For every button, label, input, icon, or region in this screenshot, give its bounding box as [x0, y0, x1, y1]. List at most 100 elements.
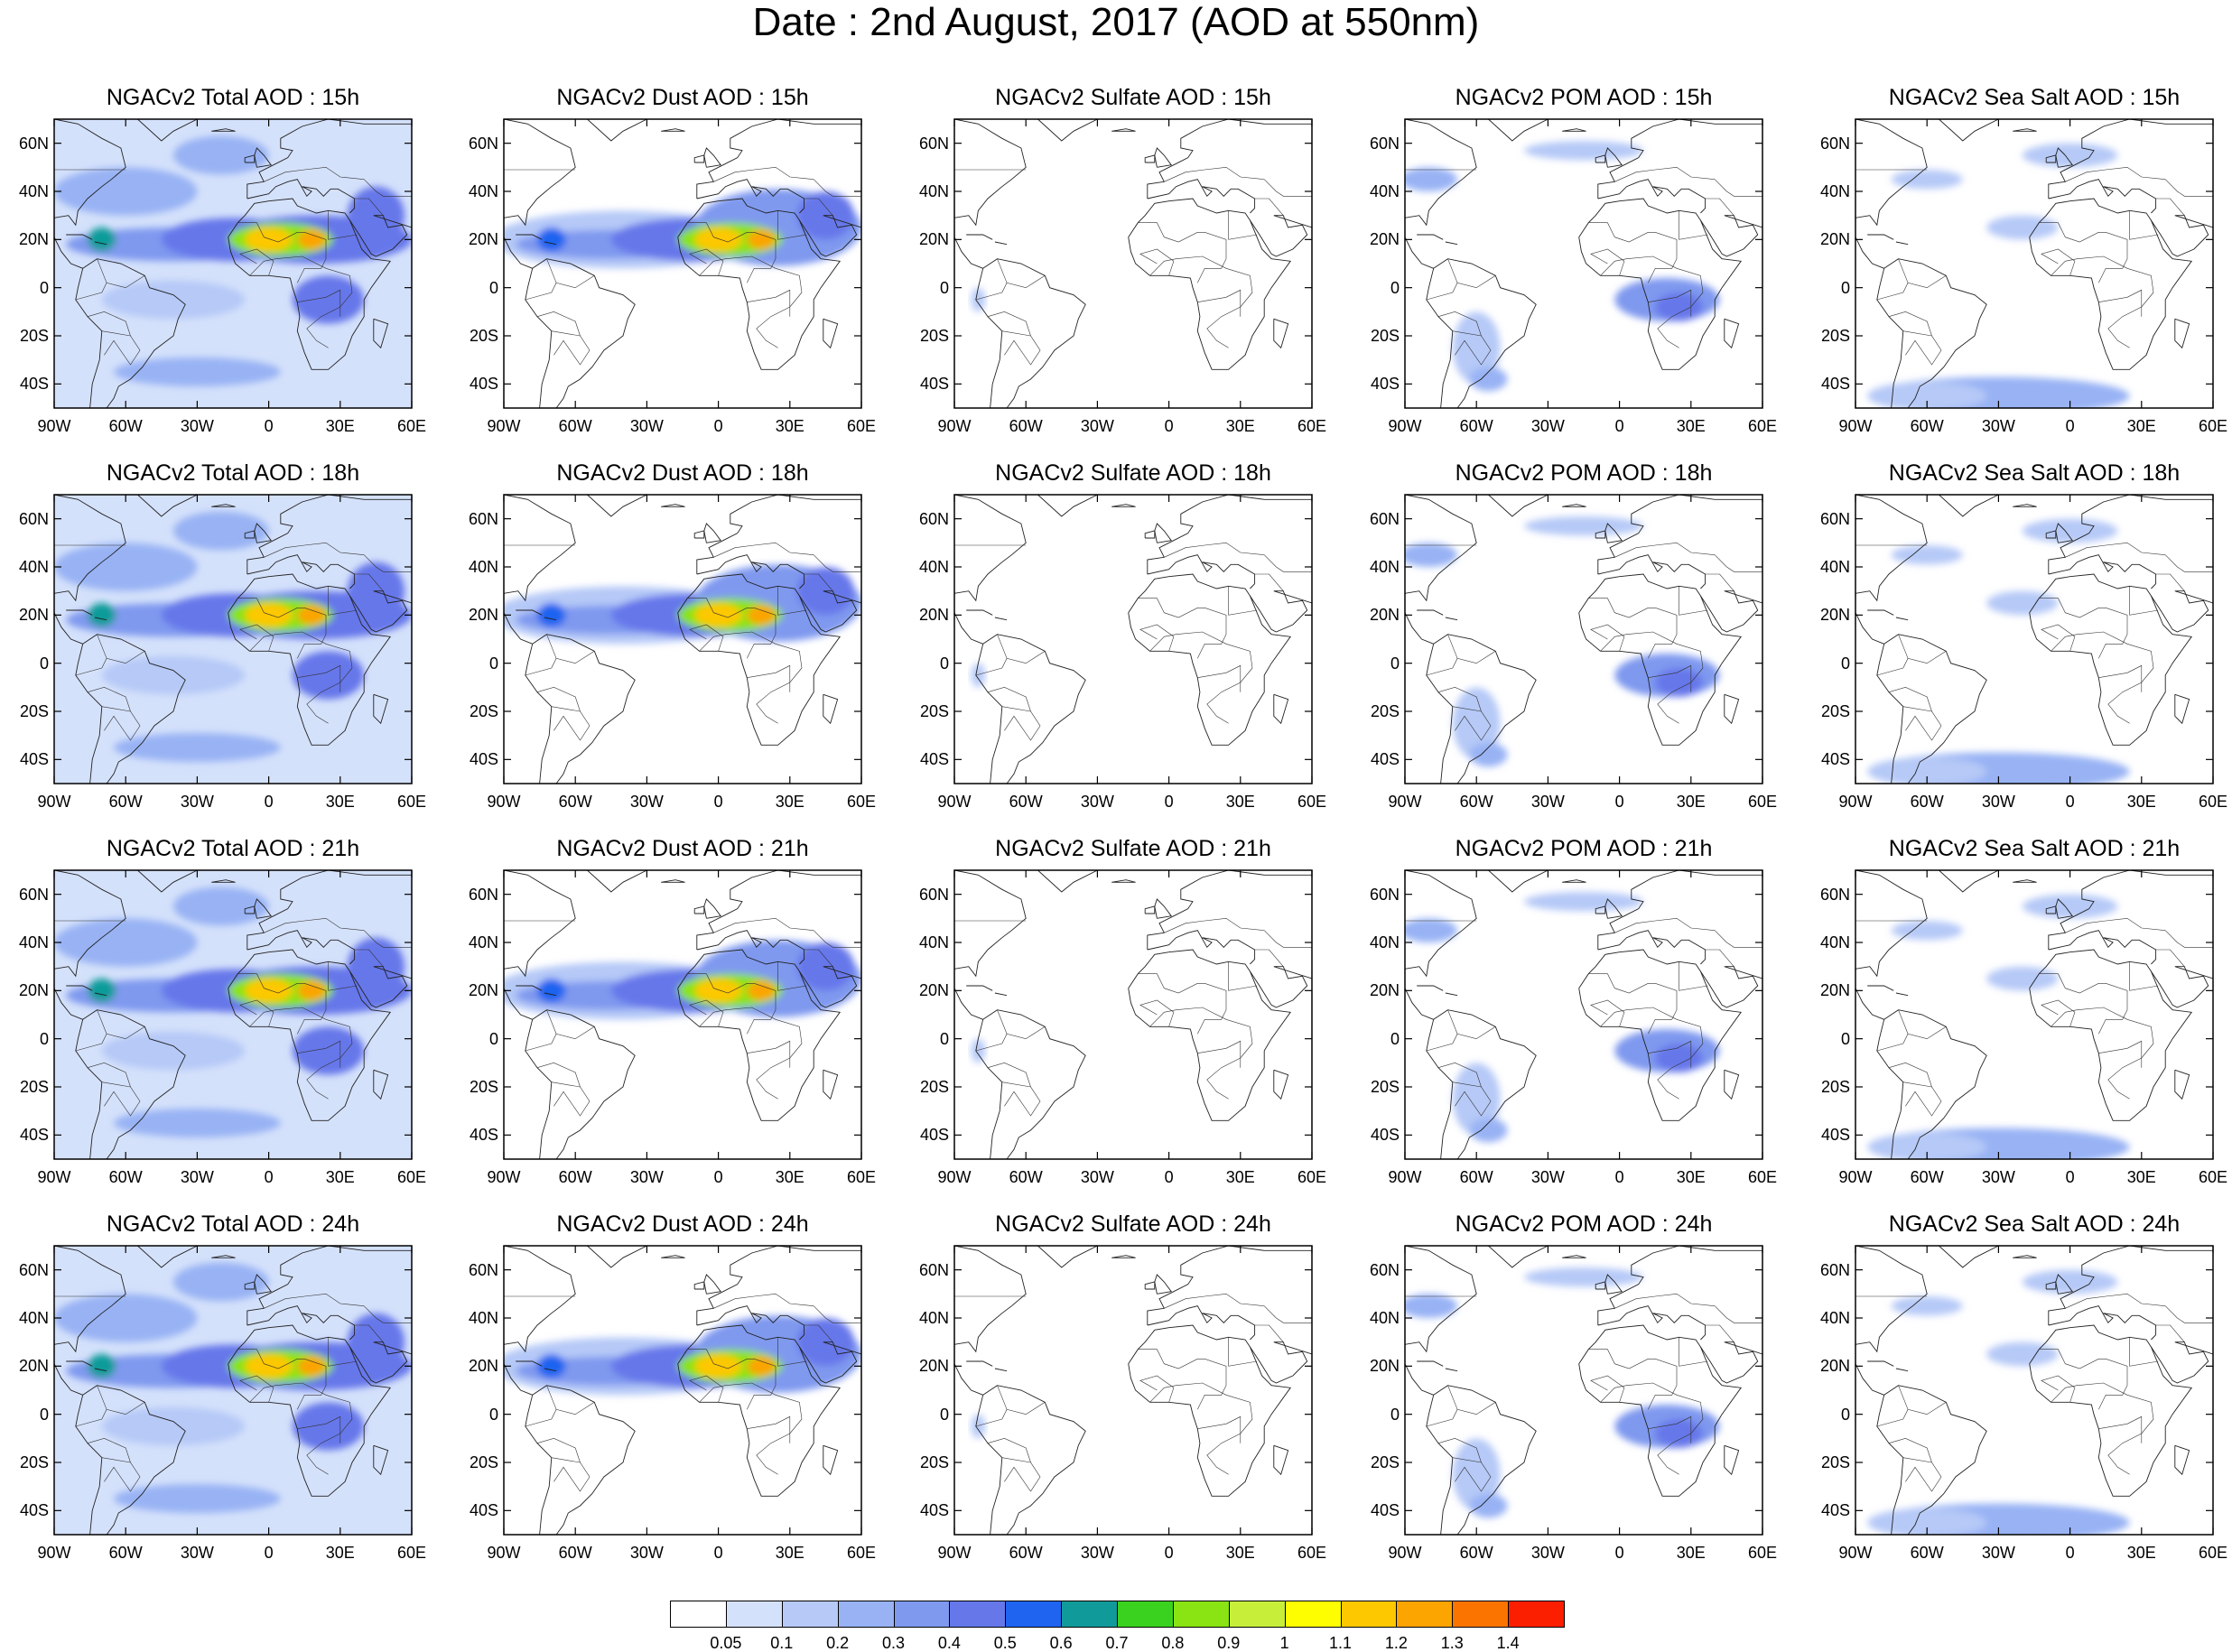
- aod-background: [1855, 870, 2213, 1159]
- colorbar-swatch: [725, 1601, 783, 1628]
- coastline: [1405, 870, 1477, 978]
- coastline: [1855, 870, 1928, 978]
- lon-tick-label: 90W: [1838, 417, 1873, 435]
- map-panel-sulfate: [953, 1245, 1313, 1536]
- country-border: [2039, 1349, 2128, 1410]
- country-border: [1149, 1382, 1253, 1475]
- country-border: [1888, 1437, 1932, 1463]
- lon-tick-label: 30W: [1080, 1168, 1114, 1186]
- coastline: [693, 154, 705, 163]
- coastline: [1562, 879, 1586, 883]
- lat-tick-label: 20N: [918, 981, 949, 1000]
- country-border: [2041, 1375, 2076, 1403]
- country-border: [2041, 999, 2076, 1027]
- country-border: [2164, 179, 2213, 197]
- country-border: [804, 1324, 833, 1342]
- country-border: [1648, 1040, 1692, 1068]
- lon-tick-label: 60E: [1747, 417, 1778, 435]
- country-border: [1898, 258, 1947, 289]
- coastline: [137, 870, 198, 893]
- coastline: [244, 530, 256, 539]
- country-border: [777, 961, 807, 991]
- country-border: [2129, 961, 2159, 991]
- coastline: [1895, 241, 1909, 246]
- coastline: [1867, 609, 1894, 616]
- lat-tick-label: 40S: [919, 1501, 949, 1520]
- country-border: [813, 179, 861, 197]
- lat-tick-label: 40N: [1369, 933, 1400, 951]
- aod-plume: [1891, 170, 1963, 190]
- country-border: [1001, 706, 1041, 741]
- coastline: [1405, 988, 1434, 1020]
- lat-tick-label: 40S: [1820, 375, 1850, 394]
- lon-tick-label: 90W: [487, 417, 521, 435]
- coastline: [2045, 154, 2057, 163]
- coastline: [94, 241, 107, 246]
- coastline: [1426, 1009, 1537, 1159]
- map-panel-total: [53, 118, 413, 409]
- lat-tick-label: 20N: [1369, 1357, 1400, 1376]
- coastline: [1488, 495, 1548, 517]
- country-border: [804, 573, 833, 591]
- lat-tick-label: 60N: [1369, 1260, 1400, 1279]
- panel-title: NGACv2 Dust AOD : 15h: [556, 85, 809, 110]
- coastline: [799, 966, 861, 1008]
- lon-tick-label: 60W: [1009, 1544, 1043, 1562]
- coastline: [1724, 693, 1740, 725]
- coastline: [954, 119, 1027, 227]
- country-border: [1228, 961, 1258, 991]
- country-border: [237, 222, 327, 283]
- lat-tick-label: 20S: [19, 1453, 49, 1471]
- lon-tick-label: 60E: [1297, 1544, 1327, 1562]
- map-panel-pom: [1404, 118, 1763, 409]
- lat-tick-label: 60N: [918, 1260, 949, 1279]
- coastline: [975, 258, 1086, 408]
- coastline: [1724, 1069, 1740, 1100]
- coastline: [246, 1246, 412, 1325]
- coastline: [525, 634, 636, 784]
- lon-tick-label: 60E: [2198, 417, 2228, 435]
- lat-tick-label: 20N: [468, 606, 498, 625]
- lon-tick-label: 60E: [1747, 1544, 1778, 1562]
- country-border: [87, 1062, 131, 1088]
- map-panel-pom: [1404, 494, 1763, 784]
- country-border: [297, 1415, 341, 1443]
- lon-tick-label: 60W: [108, 793, 143, 811]
- country-border: [1600, 1382, 1704, 1475]
- coastline: [1405, 1363, 1434, 1396]
- coastline: [2029, 573, 2193, 746]
- coastline: [1578, 198, 1743, 370]
- lat-tick-label: 40S: [19, 1501, 49, 1520]
- lon-tick-label: 60E: [396, 793, 427, 811]
- coastline: [244, 1281, 256, 1290]
- country-border: [1902, 1081, 1942, 1117]
- country-border: [687, 1349, 777, 1410]
- coastline: [1147, 930, 1256, 965]
- coastline: [677, 198, 842, 370]
- aod-plume: [297, 229, 326, 249]
- lat-tick-label: 20S: [19, 702, 49, 720]
- coastline: [1700, 215, 1762, 257]
- aod-plume: [1986, 1341, 2059, 1367]
- lat-tick-label: 60N: [468, 134, 498, 153]
- country-border: [237, 973, 327, 1035]
- colorbar-swatch: [670, 1601, 727, 1628]
- panel-title: NGACv2 Sea Salt AOD : 24h: [1888, 1211, 2181, 1237]
- coastline: [1855, 1363, 1884, 1396]
- lon-tick-label: 60E: [846, 793, 877, 811]
- lon-tick-label: 90W: [937, 1168, 972, 1186]
- country-border: [1164, 542, 1265, 558]
- coastline: [349, 590, 412, 633]
- coastline: [525, 258, 636, 408]
- coastline: [1445, 992, 1458, 997]
- coastline: [228, 573, 392, 746]
- map-frame: [53, 869, 413, 1160]
- country-border: [328, 961, 358, 991]
- aod-plume: [1469, 742, 1508, 767]
- lon-tick-label: 30W: [1530, 417, 1565, 435]
- country-border: [2065, 542, 2166, 558]
- country-border: [239, 248, 274, 276]
- lat-tick-label: 40S: [469, 1501, 498, 1520]
- country-border: [1254, 198, 1284, 216]
- coastline: [75, 1385, 186, 1535]
